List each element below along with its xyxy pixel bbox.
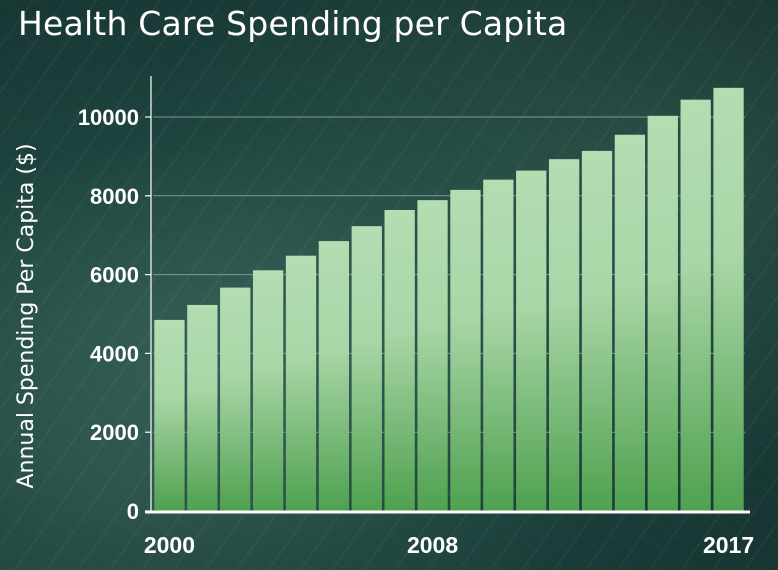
- bar-2007: [384, 209, 415, 511]
- bar-2006: [351, 226, 382, 511]
- bar-2017: [713, 87, 744, 512]
- bar-2008: [417, 200, 448, 511]
- bars: [154, 87, 744, 512]
- x-tick-label-2008: 2008: [407, 532, 458, 558]
- bar-2010: [483, 179, 514, 511]
- bar-2000: [154, 319, 185, 511]
- chart-title: Health Care Spending per Capita: [18, 4, 568, 43]
- y-tick-label-2000: 2000: [90, 420, 139, 445]
- y-tick-label-10000: 10000: [78, 105, 139, 130]
- y-tick-label-0: 0: [127, 499, 139, 524]
- bar-2013: [581, 150, 613, 511]
- bar-2016: [680, 99, 711, 511]
- x-tick-label-2017: 2017: [703, 532, 754, 558]
- bar-2014: [614, 134, 646, 512]
- y-axis-label: Annual Spending Per Capita ($): [14, 143, 39, 488]
- y-tick-label-4000: 4000: [90, 341, 139, 366]
- y-tick-label-8000: 8000: [90, 184, 139, 209]
- bar-2003: [252, 270, 284, 511]
- axes: [145, 76, 750, 514]
- bar-2002: [220, 287, 251, 511]
- y-tick-label-6000: 6000: [90, 263, 139, 288]
- bar-2005: [318, 241, 350, 512]
- bar-2009: [450, 189, 481, 511]
- bar-2001: [187, 304, 218, 511]
- bar-2015: [647, 115, 678, 512]
- x-tick-label-2000: 2000: [144, 532, 195, 558]
- bar-2011: [516, 170, 547, 512]
- bar-2012: [548, 159, 580, 511]
- bar-2004: [285, 255, 317, 511]
- gridlines: [153, 116, 745, 433]
